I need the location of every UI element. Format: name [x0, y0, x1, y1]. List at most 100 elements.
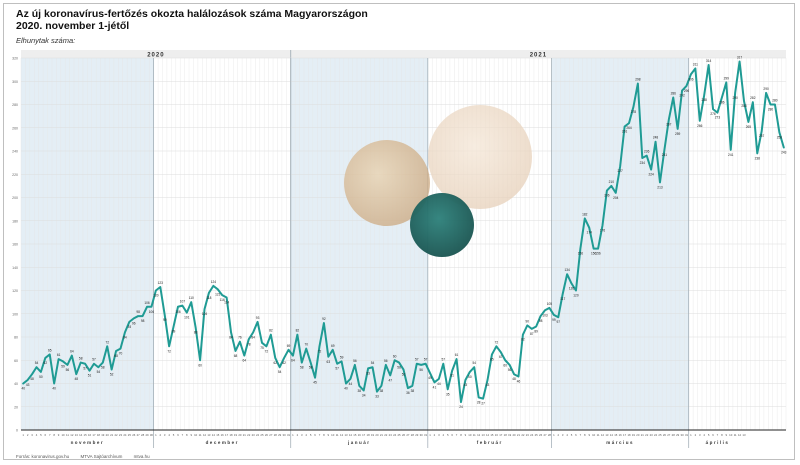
x-tick-label: 9 — [328, 433, 330, 437]
x-tick-label: 28 — [274, 433, 278, 437]
data-label: 256 — [777, 135, 783, 139]
x-tick-label: 26 — [539, 433, 543, 437]
data-label: 56 — [508, 368, 512, 372]
x-tick-label: 27 — [667, 433, 671, 437]
x-tick-label: 3 — [164, 433, 166, 437]
x-tick-label: 13 — [344, 433, 348, 437]
x-tick-label: 4 — [566, 433, 568, 437]
data-label: 68 — [114, 354, 118, 358]
x-tick-label: 23 — [650, 433, 654, 437]
x-tick-label: 11 — [199, 433, 202, 437]
data-label: 241 — [728, 153, 734, 157]
x-tick-label: 5 — [173, 433, 175, 437]
y-tick-label: 140 — [12, 266, 18, 270]
x-tick-label: 9 — [588, 433, 590, 437]
x-tick-label: 6 — [45, 433, 47, 437]
x-tick-label: 13 — [207, 433, 211, 437]
data-label: 156 — [578, 252, 584, 256]
data-label: 50 — [468, 375, 472, 379]
data-label: 306 — [688, 77, 694, 81]
x-tick-label: 22 — [384, 433, 388, 437]
data-label: 93 — [128, 325, 132, 329]
x-tick-label: 8 — [53, 433, 55, 437]
data-label: 92 — [322, 317, 326, 321]
data-label: 59 — [61, 364, 65, 368]
data-label: 120 — [153, 294, 159, 298]
data-label: 286 — [671, 92, 677, 96]
data-label: 43 — [26, 383, 30, 387]
x-tick-label: 27 — [269, 433, 273, 437]
x-tick-label: 21 — [641, 433, 645, 437]
x-tick-label: 14 — [486, 433, 490, 437]
x-tick-label: 30 — [681, 433, 685, 437]
year-band — [21, 50, 786, 58]
x-tick-label: 18 — [367, 433, 371, 437]
data-label: 98 — [136, 310, 140, 314]
data-label: 265 — [746, 125, 752, 129]
x-tick-label: 24 — [256, 433, 260, 437]
data-label: 84 — [123, 335, 127, 339]
data-label: 57 — [83, 367, 87, 371]
x-tick-label: 16 — [221, 433, 225, 437]
data-label: 36 — [406, 391, 410, 395]
data-label: 174 — [587, 231, 593, 235]
data-label: 82 — [269, 329, 273, 333]
x-tick-label: 21 — [243, 433, 247, 437]
data-label: 57 — [92, 358, 96, 362]
x-tick-label: 16 — [358, 433, 362, 437]
x-tick-label: 24 — [123, 433, 127, 437]
x-tick-label: 31 — [424, 433, 428, 437]
data-label: 28 — [477, 400, 481, 404]
x-tick-label: 5 — [40, 433, 42, 437]
data-label: 84 — [251, 335, 255, 339]
x-tick-label: 23 — [526, 433, 530, 437]
x-tick-label: 14 — [610, 433, 614, 437]
coronavirus-illustration-teal — [410, 193, 474, 257]
data-label: 288 — [702, 98, 708, 102]
data-label: 98 — [539, 319, 543, 323]
x-tick-label: 7 — [319, 433, 321, 437]
x-tick-label: 26 — [663, 433, 667, 437]
y-tick-label: 120 — [12, 289, 18, 293]
x-tick-label: 26 — [402, 433, 406, 437]
data-label: 314 — [706, 59, 712, 63]
data-label: 156 — [595, 252, 601, 256]
data-label: 290 — [732, 96, 738, 100]
x-tick-label: 4 — [305, 433, 307, 437]
data-label: 72 — [105, 340, 109, 344]
x-tick-label: 11 — [336, 433, 339, 437]
data-label: 46 — [517, 380, 521, 384]
x-tick-label: 16 — [495, 433, 499, 437]
coronavirus-illustration-large — [428, 105, 532, 209]
x-tick-label: 19 — [371, 433, 375, 437]
y-tick-label: 40 — [14, 382, 18, 386]
data-label: 76 — [238, 336, 242, 340]
x-tick-label: 10 — [468, 433, 472, 437]
chart-title-line2: 2020. november 1-jétől — [16, 20, 130, 32]
data-label: 43 — [486, 383, 490, 387]
x-tick-label: 6 — [177, 433, 179, 437]
data-label: 87 — [530, 332, 534, 336]
x-tick-label: 30 — [150, 433, 154, 437]
data-label: 52 — [110, 373, 114, 377]
x-tick-label: 5 — [708, 433, 710, 437]
data-label: 48 — [512, 377, 516, 381]
x-tick-label: 17 — [225, 433, 229, 437]
x-tick-label: 24 — [393, 433, 397, 437]
data-label: 105 — [547, 302, 553, 306]
x-tick-label: 16 — [88, 433, 92, 437]
data-label: 311 — [693, 62, 698, 66]
x-tick-label: 7 — [580, 433, 582, 437]
x-tick-label: 22 — [115, 433, 119, 437]
footer-credit: MTVA Sajtóarchívum — [80, 454, 123, 459]
x-tick-label: 1 — [292, 433, 294, 437]
x-tick-label: 1 — [553, 433, 555, 437]
data-label: 126 — [569, 287, 575, 291]
x-tick-label: 15 — [84, 433, 88, 437]
data-label: 64 — [243, 359, 247, 363]
x-tick-label: 21 — [380, 433, 384, 437]
data-label: 278 — [631, 110, 637, 114]
footer-site: mtva.hu — [133, 454, 150, 459]
data-label: 296 — [684, 89, 690, 93]
data-label: 282 — [750, 96, 756, 100]
